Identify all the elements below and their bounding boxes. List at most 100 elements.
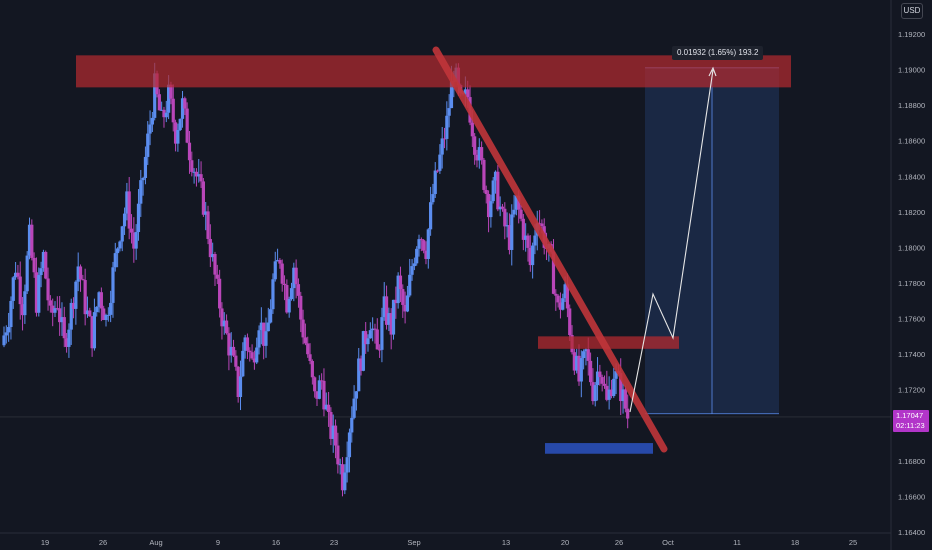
candle-body [568, 308, 572, 336]
candle-body [118, 241, 122, 249]
candle-body [512, 209, 516, 215]
x-tick-label: 26 [615, 538, 623, 547]
candle-body [243, 337, 247, 351]
time-axis[interactable]: 19 26 Aug 9 16 23 Sep 13 20 26 Oct 11 18 25 [41, 538, 857, 547]
x-tick-label: 25 [849, 538, 857, 547]
candle-body [60, 317, 64, 323]
candle-body [113, 253, 117, 268]
candle-body [143, 156, 148, 178]
resistance-zone-major [76, 55, 791, 88]
candle-body [220, 308, 224, 327]
candle-body [262, 322, 266, 346]
candle-body [422, 240, 426, 251]
candle-body [626, 408, 630, 419]
x-tick-label: 13 [502, 538, 510, 547]
candle-body [484, 189, 488, 195]
candle-body [206, 211, 210, 239]
y-tick-label: 1.19200 [898, 30, 925, 39]
candle-body [141, 177, 145, 181]
candle-body [378, 349, 382, 351]
candle-body [65, 338, 69, 347]
x-tick-label: 18 [791, 538, 799, 547]
candle-body [435, 170, 440, 172]
currency-button[interactable]: USD [901, 3, 923, 19]
candle-body [148, 124, 152, 134]
candle-body [359, 358, 363, 371]
candle-body [190, 160, 194, 172]
candle-body [447, 108, 451, 116]
candle-body [289, 288, 294, 300]
price-axis[interactable]: 1.19200 1.19000 1.18800 1.18600 1.18400 1.182… [898, 30, 925, 537]
candle-body [579, 358, 583, 382]
candle-body [540, 223, 544, 227]
candle-body [433, 170, 437, 195]
candle-body [227, 333, 231, 356]
candle-body [183, 98, 187, 109]
candles-layer [2, 62, 630, 497]
candle-body [593, 385, 597, 402]
candle-body [375, 329, 379, 350]
candle-body [442, 138, 447, 140]
candle-body [301, 319, 305, 338]
candle-body [619, 373, 623, 402]
candle-body [231, 346, 236, 356]
x-tick-label: 26 [99, 538, 107, 547]
candle-body [306, 343, 310, 355]
candle-body [586, 349, 590, 361]
candle-body [391, 299, 396, 335]
candle-body [171, 98, 175, 123]
candle-body [125, 191, 129, 214]
x-tick-label: 23 [330, 538, 338, 547]
candle-body [614, 371, 618, 379]
y-tick-label: 1.18000 [898, 243, 925, 252]
candle-body [104, 315, 108, 321]
candle-body [192, 171, 196, 173]
candle-body [129, 228, 134, 233]
candle-body [208, 238, 212, 258]
candle-body [322, 380, 326, 410]
candle-body [373, 328, 377, 330]
candle-body [584, 349, 588, 352]
candle-body [69, 302, 73, 330]
candle-body [53, 308, 57, 313]
candle-body [51, 305, 55, 313]
y-tick-label: 1.19000 [898, 66, 925, 75]
candle-body [612, 378, 616, 397]
candle-body [572, 352, 576, 371]
candle-body [347, 432, 352, 458]
candle-body [271, 279, 275, 310]
x-tick-label: 11 [733, 538, 741, 547]
candle-body [357, 358, 361, 392]
downtrend-line [432, 46, 668, 453]
candle-body [287, 299, 291, 313]
current-price-label: 1.17047 02:11:23 [893, 410, 929, 432]
candle-body [92, 312, 97, 349]
candle-body [354, 391, 359, 399]
candle-body [424, 250, 428, 259]
candle-body [380, 317, 384, 350]
y-tick-label: 1.17800 [898, 279, 925, 288]
candle-body [333, 425, 338, 446]
candle-body [109, 302, 113, 315]
candle-body [95, 306, 99, 313]
candle-body [602, 383, 607, 386]
x-tick-label: Oct [662, 538, 675, 547]
candle-body [67, 329, 71, 347]
candle-body [514, 195, 518, 210]
x-tick-label: 19 [41, 538, 49, 547]
candle-body [11, 277, 15, 301]
candle-body [185, 108, 189, 143]
drawings-layer [76, 46, 791, 454]
candle-body [537, 223, 542, 225]
candle-body [364, 331, 368, 345]
candle-body [382, 296, 386, 318]
candle-body [345, 457, 349, 473]
x-tick-label: Sep [407, 538, 420, 547]
candle-body [303, 337, 308, 344]
candle-body [282, 283, 287, 286]
candle-body [136, 203, 141, 233]
candle-body [326, 404, 331, 413]
candle-body [575, 355, 579, 371]
candle-body [598, 371, 602, 378]
